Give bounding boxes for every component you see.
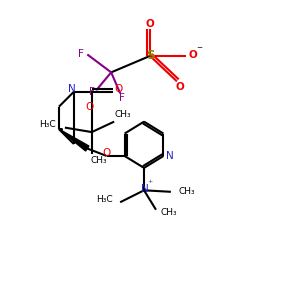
Text: O: O	[103, 148, 111, 158]
Text: H₃C: H₃C	[96, 195, 113, 204]
Text: H₃C: H₃C	[39, 120, 56, 129]
Text: F: F	[89, 87, 95, 97]
Text: O: O	[85, 102, 94, 112]
Text: F: F	[78, 50, 84, 59]
Text: O: O	[146, 19, 154, 29]
Text: O: O	[176, 82, 184, 92]
Text: CH₃: CH₃	[160, 208, 177, 217]
Text: CH₃: CH₃	[115, 110, 131, 119]
Text: N: N	[68, 84, 76, 94]
Polygon shape	[59, 129, 89, 151]
Text: CH₃: CH₃	[178, 187, 195, 196]
Text: F: F	[119, 93, 124, 103]
Text: O: O	[115, 84, 123, 94]
Text: O: O	[188, 50, 197, 60]
Text: S: S	[146, 50, 154, 62]
Text: N: N	[166, 151, 174, 161]
Text: CH₃: CH₃	[91, 156, 107, 165]
Text: $^{+}$: $^{+}$	[147, 178, 154, 187]
Text: $^{-}$: $^{-}$	[196, 46, 204, 56]
Text: N: N	[141, 184, 149, 194]
